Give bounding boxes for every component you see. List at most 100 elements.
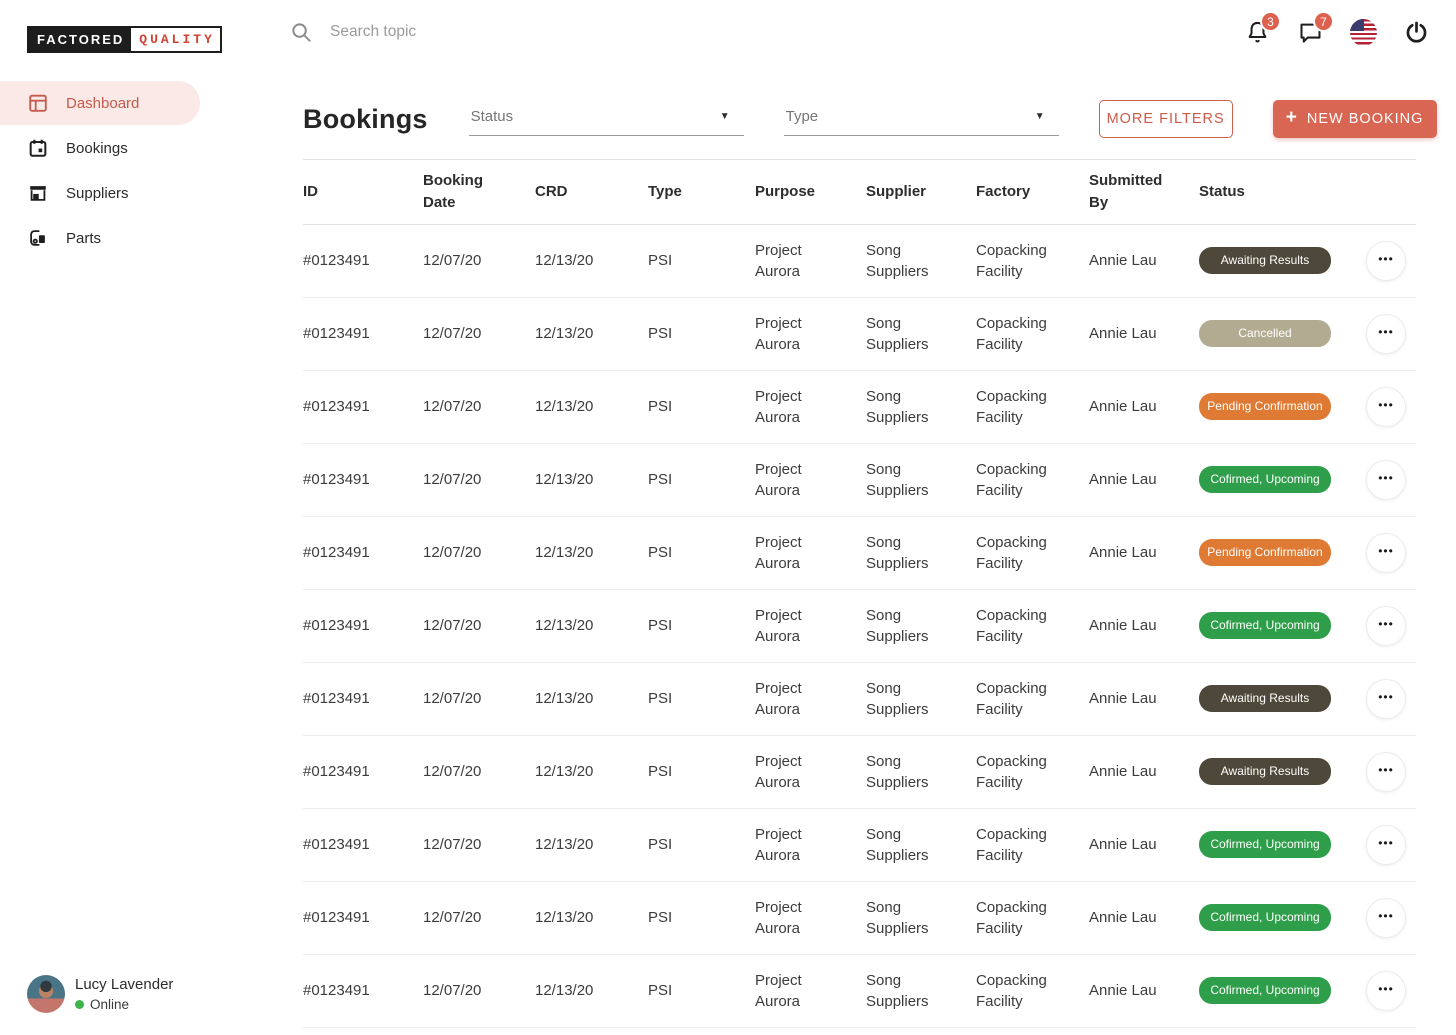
- table-row: #0123491 12/07/20 12/13/20 PSI Project A…: [303, 809, 1416, 882]
- row-menu-button[interactable]: •••: [1366, 824, 1406, 865]
- ellipsis-icon: •••: [1378, 544, 1394, 558]
- cell-submitted-by: Annie Lau: [1089, 763, 1157, 780]
- sidebar-item-dashboard[interactable]: Dashboard: [0, 81, 200, 125]
- row-menu-button[interactable]: •••: [1366, 897, 1406, 938]
- column-header-crd: CRD: [535, 182, 568, 200]
- row-menu-button[interactable]: •••: [1366, 532, 1406, 573]
- cell-factory: Copacking Facility: [976, 241, 1047, 280]
- cell-factory: Copacking Facility: [976, 971, 1047, 1010]
- cell-id: #0123491: [303, 252, 370, 269]
- cell-crd: 12/13/20: [535, 836, 594, 853]
- cell-submitted-by: Annie Lau: [1089, 909, 1157, 926]
- chevron-down-icon: ▼: [719, 111, 730, 122]
- row-menu-button[interactable]: •••: [1366, 970, 1406, 1011]
- ellipsis-icon: •••: [1378, 325, 1394, 339]
- row-menu-button[interactable]: •••: [1366, 386, 1406, 427]
- cell-booking-date: 12/07/20: [423, 690, 482, 707]
- row-menu-button[interactable]: •••: [1366, 605, 1406, 646]
- cell-booking-date: 12/07/20: [423, 471, 482, 488]
- ellipsis-icon: •••: [1378, 836, 1394, 850]
- ellipsis-icon: •••: [1378, 398, 1394, 412]
- ellipsis-icon: •••: [1378, 982, 1394, 996]
- new-booking-label: NEW BOOKING: [1306, 111, 1424, 127]
- search-icon: [292, 22, 311, 42]
- more-filters-button[interactable]: MORE FILTERS: [1098, 100, 1233, 138]
- messages-count-badge: 7: [1313, 11, 1334, 32]
- avatar: [27, 975, 65, 1013]
- cell-submitted-by: Annie Lau: [1089, 544, 1157, 561]
- cell-factory: Copacking Facility: [976, 679, 1047, 718]
- status-badge: Cofirmed, Upcoming: [1199, 465, 1331, 494]
- row-menu-button[interactable]: •••: [1366, 678, 1406, 719]
- cell-supplier: Song Suppliers: [866, 971, 929, 1010]
- cell-type: PSI: [648, 252, 673, 269]
- notifications-button[interactable]: 3: [1242, 11, 1281, 47]
- cell-id: #0123491: [303, 325, 370, 342]
- sidebar: FACTORED QUALITY Dashboard: [0, 0, 222, 1035]
- sidebar-item-parts[interactable]: Parts: [0, 216, 200, 260]
- cell-purpose: Project Aurora: [755, 971, 802, 1010]
- cell-id: #0123491: [303, 471, 370, 488]
- topbar: 3 7: [200, 0, 1456, 64]
- cell-purpose: Project Aurora: [755, 825, 802, 864]
- row-menu-button[interactable]: •••: [1366, 313, 1406, 354]
- cell-id: #0123491: [303, 398, 370, 415]
- user-profile[interactable]: Lucy Lavender Online: [27, 975, 173, 1013]
- sidebar-item-label: Bookings: [66, 139, 128, 157]
- cell-submitted-by: Annie Lau: [1089, 471, 1157, 488]
- cell-purpose: Project Aurora: [755, 460, 802, 499]
- sidebar-item-bookings[interactable]: Bookings: [0, 126, 200, 170]
- status-filter-select[interactable]: Status ▼: [468, 102, 744, 136]
- status-filter-label: Status: [470, 108, 514, 125]
- ellipsis-icon: •••: [1378, 471, 1394, 485]
- column-header-status: Status: [1199, 182, 1245, 200]
- cell-submitted-by: Annie Lau: [1089, 982, 1157, 999]
- status-badge: Cofirmed, Upcoming: [1199, 611, 1331, 640]
- table-row: #0123491 12/07/20 12/13/20 PSI Project A…: [303, 663, 1416, 736]
- column-header-purpose: Purpose: [755, 182, 816, 200]
- new-booking-button[interactable]: + NEW BOOKING: [1272, 100, 1437, 138]
- cell-type: PSI: [648, 763, 673, 780]
- cell-supplier: Song Suppliers: [866, 752, 929, 791]
- cell-crd: 12/13/20: [535, 690, 594, 707]
- table-row: #0123491 12/07/20 12/13/20 PSI Project A…: [303, 590, 1416, 663]
- cell-booking-date: 12/07/20: [423, 325, 482, 342]
- ellipsis-icon: •••: [1378, 252, 1394, 266]
- cell-purpose: Project Aurora: [755, 679, 802, 718]
- sidebar-item-label: Parts: [66, 229, 102, 247]
- cell-type: PSI: [648, 836, 673, 853]
- row-menu-button[interactable]: •••: [1366, 751, 1406, 792]
- status-badge: Cofirmed, Upcoming: [1199, 903, 1331, 932]
- sidebar-nav: Dashboard Bookings Supplier: [0, 81, 200, 260]
- cell-id: #0123491: [303, 909, 370, 926]
- table-body: #0123491 12/07/20 12/13/20 PSI Project A…: [303, 225, 1416, 1028]
- search-input[interactable]: [330, 23, 650, 41]
- row-menu-button[interactable]: •••: [1366, 459, 1406, 500]
- sidebar-item-suppliers[interactable]: Suppliers: [0, 171, 200, 215]
- parts-icon: [27, 227, 49, 249]
- cell-factory: Copacking Facility: [976, 460, 1047, 499]
- column-header-submitted-by: Submitted By: [1089, 172, 1163, 211]
- cell-purpose: Project Aurora: [755, 606, 802, 645]
- language-button[interactable]: [1348, 17, 1378, 47]
- user-meta: Lucy Lavender Online: [75, 976, 173, 1012]
- cell-crd: 12/13/20: [535, 982, 594, 999]
- cell-id: #0123491: [303, 982, 370, 999]
- table-header-row: ID Booking Date CRD Type Purpose Supplie…: [303, 159, 1416, 225]
- ellipsis-icon: •••: [1378, 690, 1394, 704]
- cell-id: #0123491: [303, 690, 370, 707]
- messages-button[interactable]: 7: [1295, 11, 1334, 47]
- power-icon: [1406, 21, 1426, 43]
- cell-factory: Copacking Facility: [976, 752, 1047, 791]
- bookings-table: ID Booking Date CRD Type Purpose Supplie…: [303, 159, 1416, 1028]
- logout-button[interactable]: [1401, 17, 1431, 47]
- cell-booking-date: 12/07/20: [423, 836, 482, 853]
- row-menu-button[interactable]: •••: [1366, 240, 1406, 281]
- ellipsis-icon: •••: [1378, 909, 1394, 923]
- cell-submitted-by: Annie Lau: [1089, 325, 1157, 342]
- dashboard-icon: [27, 92, 49, 114]
- cell-crd: 12/13/20: [535, 325, 594, 342]
- type-filter-select[interactable]: Type ▼: [783, 102, 1059, 136]
- cell-supplier: Song Suppliers: [866, 314, 929, 353]
- storefront-icon: [27, 182, 49, 204]
